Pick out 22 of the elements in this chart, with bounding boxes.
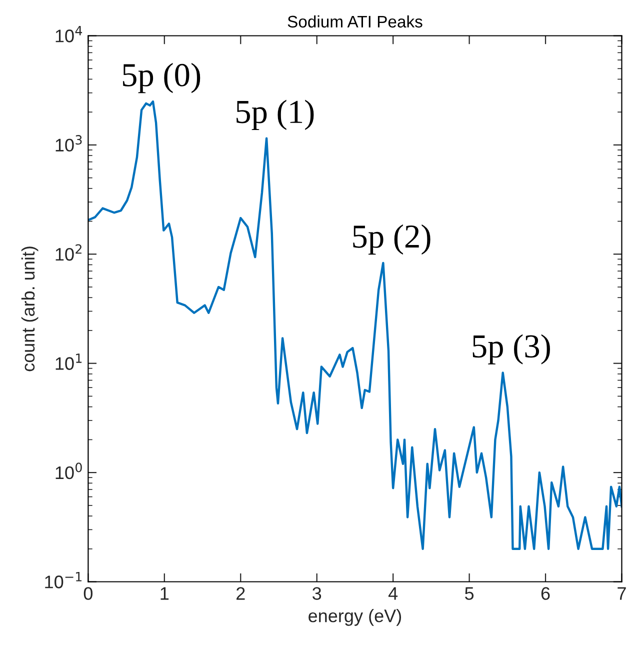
annotation: 5p (2) xyxy=(353,224,430,255)
x-axis-title: energy (eV) xyxy=(308,609,402,626)
x-tick-label: 2 xyxy=(236,587,245,600)
annotation: 5p (0) xyxy=(122,62,200,94)
x-tick-label: 3 xyxy=(312,587,322,600)
x-tick-label: 5 xyxy=(465,587,474,600)
y-tick-label: 10$^{3}$ xyxy=(56,135,82,152)
x-tick-label: 7 xyxy=(618,587,626,600)
y-tick-label: 10$^{−1}$ xyxy=(45,572,82,588)
annotation: 5p (1) xyxy=(236,100,314,130)
annotation: 5p (3) xyxy=(472,334,550,364)
x-tick-label: 0 xyxy=(84,587,92,600)
y-tick-label: 10$^{0}$ xyxy=(56,462,82,480)
y-tick-label: 10$^{1}$ xyxy=(56,354,82,370)
x-tick-label: 1 xyxy=(160,587,169,600)
y-tick-label: 10$^{2}$ xyxy=(56,244,82,261)
y-axis-title: count (arb. unit) xyxy=(21,246,38,372)
chart-title: Sodium ATI Peaks xyxy=(288,15,422,28)
x-tick-label: 6 xyxy=(541,587,550,600)
x-tick-label: 4 xyxy=(388,587,398,600)
y-tick-label: 10$^{4}$ xyxy=(56,26,82,42)
line-series xyxy=(88,100,622,550)
